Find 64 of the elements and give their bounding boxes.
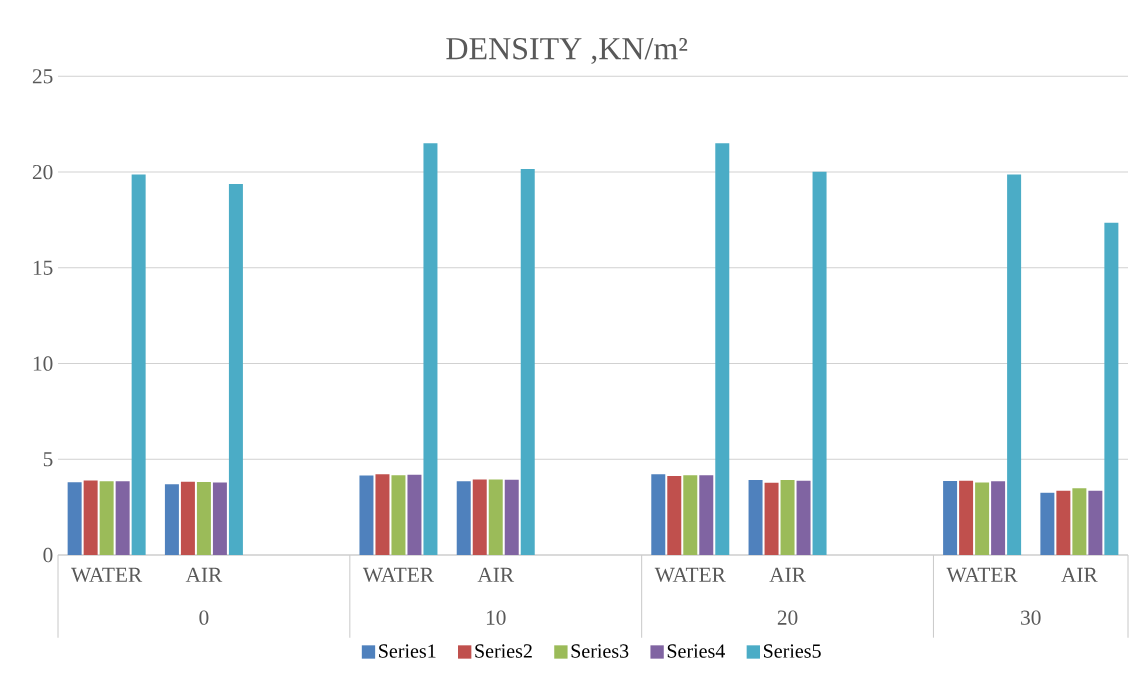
bar bbox=[180, 481, 195, 555]
legend-label: Series3 bbox=[571, 644, 629, 658]
bar bbox=[131, 174, 146, 555]
bar bbox=[683, 475, 698, 555]
bar bbox=[472, 479, 487, 555]
text: 20 bbox=[777, 610, 798, 625]
legend-label: Series2 bbox=[475, 644, 532, 658]
bar bbox=[228, 183, 243, 555]
bar bbox=[115, 481, 130, 555]
x-tick-label: WATER bbox=[71, 567, 143, 583]
x-tick-label: WATER bbox=[946, 567, 1018, 583]
bar bbox=[1088, 490, 1103, 555]
chart-title: DENSITY ,KN/m² bbox=[446, 37, 688, 65]
bar bbox=[488, 479, 503, 555]
bar bbox=[456, 481, 471, 555]
bar bbox=[423, 143, 438, 555]
bar bbox=[99, 481, 114, 555]
bar bbox=[959, 480, 974, 555]
bar bbox=[359, 475, 374, 555]
bar bbox=[407, 474, 422, 555]
x-tick-label: AIR bbox=[185, 567, 223, 582]
y-tick-label: 25 bbox=[32, 69, 53, 84]
y-tick-label: 0 bbox=[43, 547, 53, 563]
bar bbox=[812, 171, 827, 555]
bar bbox=[780, 479, 795, 555]
y-tick-label: 10 bbox=[33, 356, 53, 371]
bar bbox=[667, 475, 682, 555]
bar bbox=[943, 480, 958, 555]
bar bbox=[391, 475, 406, 555]
text: 10 bbox=[486, 610, 506, 625]
x-tick-label: AIR bbox=[769, 567, 806, 582]
bar bbox=[1007, 174, 1022, 555]
bar bbox=[699, 475, 714, 555]
bar bbox=[796, 480, 811, 555]
y-tick-label: 5 bbox=[43, 452, 53, 467]
legend-label: Series1 bbox=[379, 644, 436, 658]
bar bbox=[748, 479, 763, 555]
bar bbox=[764, 482, 779, 555]
bar bbox=[164, 484, 179, 555]
bar bbox=[1072, 488, 1087, 555]
text: 30 bbox=[1021, 610, 1041, 625]
text: 0 bbox=[199, 610, 209, 625]
bar bbox=[991, 481, 1006, 555]
bar bbox=[520, 169, 535, 555]
x-tick-label: AIR bbox=[1061, 567, 1098, 582]
bar bbox=[651, 474, 666, 555]
bar bbox=[83, 480, 98, 555]
bar bbox=[975, 482, 990, 555]
bar bbox=[1040, 492, 1055, 555]
bar bbox=[212, 482, 227, 555]
y-tick-label: 15 bbox=[33, 260, 53, 275]
bar bbox=[375, 474, 390, 555]
bar bbox=[715, 143, 730, 555]
x-tick-label: AIR bbox=[477, 567, 515, 582]
legend-label: Series4 bbox=[667, 644, 725, 658]
x-tick-label: WATER bbox=[654, 567, 726, 583]
legend-label: Series5 bbox=[763, 644, 821, 658]
bar bbox=[1104, 222, 1119, 555]
x-tick-label: WATER bbox=[362, 567, 434, 583]
bar bbox=[67, 482, 82, 555]
y-tick-label: 20 bbox=[32, 164, 53, 180]
bar bbox=[196, 482, 211, 555]
bar bbox=[1056, 490, 1071, 555]
bar bbox=[504, 479, 519, 555]
